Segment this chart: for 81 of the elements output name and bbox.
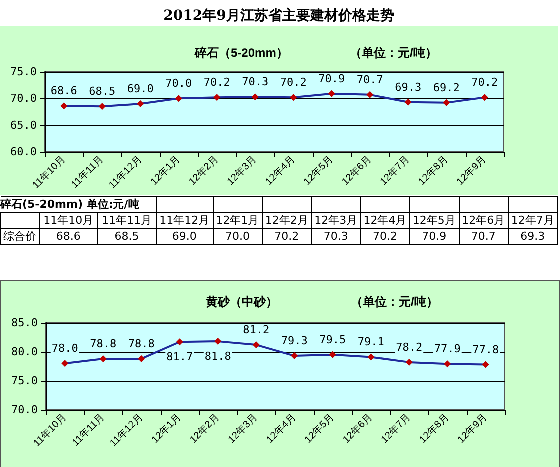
data-label: 69.3: [395, 80, 422, 94]
data-label: 78.8: [90, 337, 117, 350]
data-label: 70.3: [312, 228, 361, 244]
text: （单位：元/吨）: [351, 295, 438, 309]
text: （单位：元/吨）: [350, 46, 438, 60]
data-label: 81.7: [166, 350, 194, 364]
data-label: 70.2: [262, 228, 312, 244]
data-label: 70.9: [410, 228, 460, 244]
x-tick-label: 12年1月: [148, 153, 183, 188]
data-label: 69.2: [433, 81, 460, 94]
x-tick-label: 12年7月: [378, 153, 412, 188]
data-label: 77.9: [434, 342, 461, 356]
data-label: 78.2: [396, 340, 423, 354]
x-tick-label: 12年8月: [416, 153, 451, 188]
x-tick-label: 12年5月: [301, 153, 336, 188]
data-label: 79.3: [281, 334, 308, 348]
y-tick-label: 70.0: [10, 92, 37, 106]
category-label: 12年1月: [213, 212, 262, 228]
data-label: 68.6: [50, 84, 78, 98]
x-tick-label: 12年9月: [454, 153, 489, 188]
data-label: 68.5: [89, 85, 116, 98]
data-label: 70.7: [459, 228, 508, 244]
x-tick-label: 12年2月: [186, 153, 222, 188]
chart-subtitle: 碎石（5-20mm）: [194, 46, 288, 60]
x-tick-label: 12年9月: [455, 411, 490, 446]
x-tick-label: 12年8月: [417, 411, 452, 446]
category-label: 11年12月: [156, 212, 214, 228]
y-tick-label: 70.0: [12, 404, 38, 416]
data-label: 70.2: [280, 76, 307, 90]
category-label: 11年10月: [39, 212, 98, 228]
x-tick-label: 12年5月: [302, 411, 337, 446]
data-label: 70.0: [166, 77, 192, 90]
category-label: 12年2月: [262, 212, 312, 228]
data-label: 77.8: [472, 343, 500, 356]
data-label: 69.0: [156, 228, 214, 244]
x-tick-label: 11年11月: [70, 411, 108, 449]
data-label: 68.6: [39, 228, 98, 244]
y-tick-label: 75.0: [10, 66, 37, 78]
y-tick-label: 85.0: [12, 316, 38, 330]
x-tick-label: 12年3月: [224, 153, 260, 188]
x-tick-label: 12年6月: [340, 411, 376, 446]
y-tick-label: 65.0: [10, 118, 37, 132]
x-tick-label: 12年2月: [188, 411, 222, 446]
data-label: 81.8: [204, 350, 232, 364]
data-label: 79.1: [358, 336, 384, 349]
y-tick-label: 60.0: [10, 146, 37, 158]
category-label: 11年11月: [98, 212, 156, 228]
category-label: 12年4月: [360, 212, 410, 228]
data-label: 68.5: [98, 228, 156, 244]
data-label: 70.2: [472, 76, 498, 90]
y-tick-label: 75.0: [12, 374, 38, 388]
data-label: 79.5: [320, 333, 346, 346]
data-label: 70.7: [356, 73, 384, 86]
data-label: 69.3: [508, 228, 558, 244]
x-tick-label: 11年11月: [68, 153, 106, 191]
data-label: 70.0: [213, 228, 262, 244]
data-label: 69.0: [127, 82, 154, 96]
category-label: 12年3月: [312, 212, 361, 228]
data-label: 70.2: [204, 76, 230, 90]
text: 综合价: [0, 228, 40, 244]
category-label: 12年7月: [508, 212, 558, 228]
data-label: 70.9: [318, 72, 346, 86]
x-tick-label: 11年12月: [108, 411, 146, 450]
x-tick-label: 11年12月: [106, 153, 145, 192]
x-tick-label: 12年4月: [263, 153, 298, 188]
data-label: 78.0: [52, 342, 78, 356]
x-tick-label: 12年6月: [340, 153, 374, 188]
x-tick-label: 12年1月: [149, 411, 184, 446]
chart-title: 2012年9月江苏省主要建材价格走势: [164, 7, 394, 24]
x-tick-label: 12年7月: [378, 411, 414, 446]
data-label: 81.2: [243, 324, 270, 337]
chart-title: 黄砂（中砂）: [205, 295, 278, 309]
x-tick-label: 12年3月: [226, 411, 260, 446]
y-tick-label: 80.0: [12, 346, 38, 358]
data-label: 78.8: [128, 337, 155, 350]
data-label: 70.2: [360, 228, 410, 244]
x-tick-label: 12年4月: [264, 411, 299, 446]
category-label: 12年5月: [410, 212, 460, 228]
data-label: 70.3: [242, 76, 269, 89]
category-label: 12年6月: [459, 212, 508, 228]
text: 碎石(5-20mm) 单位:元/吨: [0, 196, 156, 212]
